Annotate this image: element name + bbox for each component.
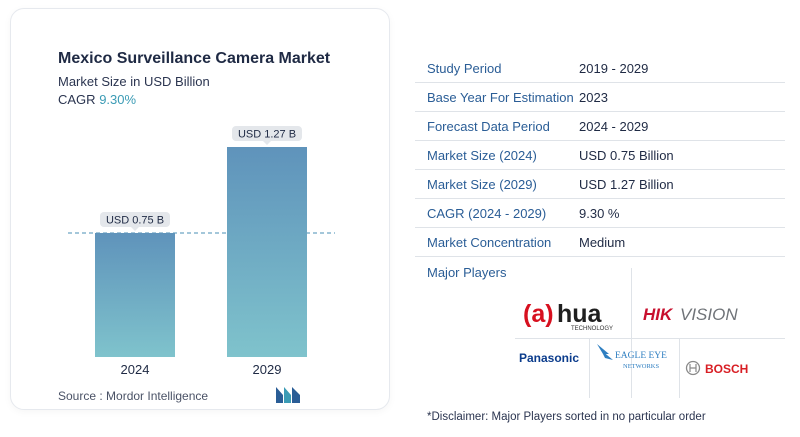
table-value: 9.30 %	[579, 205, 620, 221]
table-value: 2023	[579, 89, 608, 105]
table-value: Medium	[579, 234, 626, 250]
panasonic-logo: Panasonic	[519, 351, 579, 365]
cagr-label: CAGR	[58, 92, 96, 107]
cagr-value: 9.30%	[99, 92, 137, 107]
table-key: CAGR (2024 - 2029)	[427, 205, 547, 221]
chart-title: Mexico Surveillance Camera Market	[58, 50, 331, 67]
table-value: 2024 - 2029	[579, 118, 649, 134]
x-tick-label: 2024	[121, 362, 150, 377]
table-row: Market Size (2024) USD 0.75 Billion	[415, 141, 785, 170]
svg-text:hua: hua	[557, 300, 603, 328]
svg-text:HIK: HIK	[643, 305, 674, 324]
chart-card	[10, 8, 390, 410]
major-players-label: Major Players	[427, 265, 507, 280]
eagle-eye-logo: EAGLE EYE NETWORKS	[597, 344, 667, 370]
chart-subtitle: Market Size in USD Billion	[58, 74, 210, 89]
table-value: USD 0.75 Billion	[579, 147, 674, 163]
cagr-line: CAGR 9.30%	[58, 92, 136, 107]
divider	[589, 338, 590, 398]
svg-text:VISION: VISION	[680, 305, 738, 324]
table-key: Market Concentration	[427, 234, 552, 250]
data-label: USD 1.27 B	[238, 129, 296, 141]
table-key: Base Year For Estimation	[427, 89, 574, 105]
table-key: Forecast Data Period	[427, 118, 550, 134]
svg-text:(a): (a)	[523, 300, 554, 328]
svg-text:NETWORKS: NETWORKS	[623, 363, 659, 370]
bar-2029	[227, 147, 307, 357]
data-label-pointer	[131, 226, 139, 231]
table-row: Market Size (2029) USD 1.27 Billion	[415, 170, 785, 199]
divider	[679, 338, 680, 398]
svg-text:BOSCH: BOSCH	[705, 362, 748, 376]
data-label-bg	[232, 126, 302, 141]
bar-2024	[95, 232, 175, 357]
table-key: Market Size (2024)	[427, 147, 537, 163]
dahua-logo: (a) hua TECHNOLOGY	[523, 300, 613, 332]
hikvision-logo: HIK VISION	[643, 305, 738, 324]
table-key: Market Size (2029)	[427, 176, 537, 192]
table-row: Study Period 2019 - 2029	[415, 54, 785, 83]
data-label: USD 0.75 B	[106, 214, 164, 226]
table-row: Market Concentration Medium	[415, 228, 785, 257]
data-label-pointer	[263, 141, 271, 145]
table-row: Forecast Data Period 2024 - 2029	[415, 112, 785, 141]
svg-text:Panasonic: Panasonic	[519, 351, 579, 365]
bosch-logo: BOSCH	[685, 360, 748, 376]
summary-table: Study Period 2019 - 2029 Base Year For Est…	[415, 54, 785, 257]
table-value: USD 1.27 Billion	[579, 176, 674, 192]
x-tick-label: 2029	[253, 362, 282, 377]
bar-chart: USD 0.75 B 2024 USD 1.27 B 2029	[68, 126, 335, 377]
mordor-logo-icon	[276, 387, 300, 403]
divider	[515, 338, 785, 339]
table-row: CAGR (2024 - 2029) 9.30 %	[415, 199, 785, 228]
table-key: Study Period	[427, 60, 502, 76]
svg-text:TECHNOLOGY: TECHNOLOGY	[571, 326, 613, 332]
disclaimer-note: *Disclaimer: Major Players sorted in no …	[427, 411, 706, 423]
data-label-bg	[100, 211, 170, 227]
svg-text:EAGLE EYE: EAGLE EYE	[615, 351, 667, 361]
table-row: Base Year For Estimation 2023	[415, 83, 785, 112]
table-value: 2019 - 2029	[579, 60, 649, 76]
major-players-panel: (a) hua TECHNOLOGY HIK VISION Panasonic …	[415, 268, 785, 398]
divider	[631, 268, 632, 398]
source-note: Source : Mordor Intelligence	[58, 389, 209, 403]
